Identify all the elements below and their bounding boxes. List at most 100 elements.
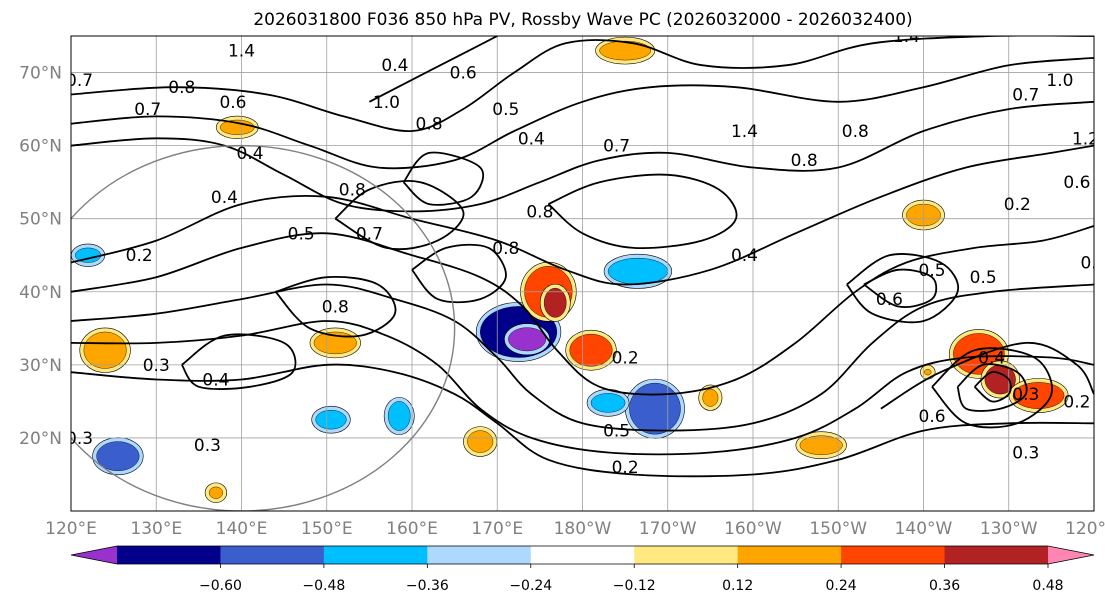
contour-label-18: 1.0 <box>1046 71 1073 91</box>
contour-label-29: 0.4 <box>731 246 758 266</box>
pv-contour-19 <box>181 333 297 390</box>
contour-label-7: 0.4 <box>381 56 408 76</box>
colorbar-box-4 <box>530 546 635 564</box>
pv-contour-4 <box>71 363 1094 478</box>
pv-contour-3 <box>71 320 1094 456</box>
shaded-region-3 <box>590 393 626 413</box>
contour-label-35: 0.3 <box>143 356 170 376</box>
contour-label-21: 0.2 <box>1004 195 1031 215</box>
lon-tick-label-0: 120°E <box>45 519 97 539</box>
colorbar-box-6 <box>737 546 842 564</box>
shaded-region-22 <box>208 486 223 499</box>
lon-tick-label-9: 150°W <box>809 519 867 539</box>
contour-label-36: 0.4 <box>202 370 229 390</box>
contour-label-0: 1.4 <box>228 42 255 62</box>
contour-label-3: 0.7 <box>134 100 161 120</box>
contour-label-41: 0.6 <box>919 407 946 427</box>
lat-tick-label-5: 20°N <box>19 429 62 449</box>
colorbar-outline <box>70 545 1095 565</box>
pv-contour-0 <box>71 144 1094 286</box>
shaded-region-21 <box>599 40 651 61</box>
pv-contour-6 <box>71 57 1094 170</box>
contour-label-20: 0.6 <box>1063 173 1090 193</box>
contour-label-27: 0.8 <box>526 202 553 222</box>
contour-label-8: 0.6 <box>450 64 477 84</box>
contour-label-10: 0.8 <box>416 115 443 135</box>
chart-title: 2026031800 F036 850 hPa PV, Rossby Wave … <box>253 10 912 30</box>
contour-label-23: 0.8 <box>339 180 366 200</box>
colorbar-extend-high <box>1048 546 1094 564</box>
contour-label-38: 0.4 <box>978 349 1005 369</box>
colorbar-tick-label-3: −0.24 <box>509 578 552 594</box>
colorbar-box-1 <box>220 546 325 564</box>
latitude-tick-labels: 70°N 60°N 50°N 40°N 30°N 20°N <box>19 64 62 449</box>
pv-contour-15 <box>931 347 1053 429</box>
lon-tick-label-2: 140°E <box>216 519 268 539</box>
contour-label-43: 0.2 <box>612 458 639 478</box>
lon-tick-label-1: 130°E <box>130 519 182 539</box>
contour-label-16: 0.8 <box>791 151 818 171</box>
contour-label-40: 0.3 <box>1012 385 1039 405</box>
lon-tick-label-11: 130°W <box>980 519 1038 539</box>
longitude-tick-labels: 120°E 130°E 140°E 150°E 160°E 170°E 180°W 170°W… <box>45 519 1105 539</box>
colorbar-box-7 <box>841 546 946 564</box>
colorbar-tick-label-8: 0.48 <box>1032 578 1063 594</box>
shaded-region-4 <box>607 257 668 285</box>
contour-label-31: 0.5 <box>970 268 997 288</box>
lon-tick-label-7: 170°W <box>639 519 697 539</box>
colorbar-tick-label-2: −0.36 <box>406 578 449 594</box>
contour-label-25: 0.5 <box>288 224 315 244</box>
colorbar-tick-label-7: 0.36 <box>929 578 960 594</box>
shaded-region-12 <box>313 331 357 355</box>
contour-label-2: 0.7 <box>66 71 93 91</box>
colorbar-box-0 <box>117 546 221 564</box>
lat-tick-label-2: 50°N <box>19 210 62 230</box>
colorbar-box-8 <box>944 546 1049 564</box>
pv-contour-1 <box>71 225 1094 396</box>
shaded-region-7 <box>387 401 411 431</box>
pv-contour-9 <box>547 173 738 250</box>
shaded-region-17 <box>467 430 494 453</box>
shaded-region-2 <box>629 382 681 435</box>
contour-label-37: 0.2 <box>612 349 639 369</box>
contour-label-33: 0.3 <box>1080 254 1105 274</box>
shaded-region-11 <box>569 333 613 367</box>
pv-contour-14 <box>863 268 938 308</box>
contour-label-15: 0.8 <box>842 122 869 142</box>
colorbar-tick-label-6: 0.24 <box>826 578 857 594</box>
shaded-region-10 <box>543 287 567 318</box>
pv-contour-10 <box>334 180 465 251</box>
contour-label-46: 0.3 <box>66 429 93 449</box>
pv-contour-18 <box>880 341 1094 410</box>
shaded-region-23 <box>702 388 719 407</box>
pv-contour-17 <box>973 371 1012 403</box>
pv-contour-16 <box>956 363 1028 412</box>
lon-tick-label-10: 140°W <box>895 519 953 539</box>
colorbar-box-5 <box>634 546 739 564</box>
colorbar: −0.60 −0.48 −0.36 −0.24 −0.12 0.12 0.24 0.36 0.4… <box>70 545 1095 594</box>
contour-label-13: 0.7 <box>603 137 630 157</box>
contour-label-44: 0.3 <box>1012 444 1039 464</box>
lon-tick-label-12: 120°W <box>1065 519 1105 539</box>
contour-label-19: 1.2 <box>1072 129 1099 149</box>
contour-label-11: 0.5 <box>492 100 519 120</box>
contour-label-9: 1.0 <box>373 93 400 113</box>
pv-contour-13 <box>846 253 960 324</box>
lon-tick-label-6: 180°W <box>554 519 612 539</box>
lon-tick-label-5: 170°E <box>471 519 523 539</box>
contour-label-17: 0.7 <box>1012 85 1039 105</box>
lon-tick-label-3: 150°E <box>301 519 353 539</box>
contour-label-4: 0.8 <box>168 78 195 98</box>
colorbar-tick-label-4: −0.12 <box>613 578 656 594</box>
colorbar-tick-label-0: −0.60 <box>199 578 242 594</box>
contour-label-42: 0.5 <box>603 422 630 442</box>
lon-tick-label-8: 160°W <box>724 519 782 539</box>
contour-labels: 1.4 1.4 0.7 0.7 0.8 0.6 0.4 0.4 0.6 1.0 0.8 0.5 0.4 0… <box>66 27 1105 478</box>
contour-label-30: 0.5 <box>919 261 946 281</box>
contour-label-28: 0.8 <box>492 239 519 259</box>
shaded-region-1 <box>508 327 547 352</box>
pv-contour-11 <box>411 243 507 304</box>
contour-label-1: 1.4 <box>893 27 920 47</box>
colorbar-box-2 <box>323 546 428 564</box>
